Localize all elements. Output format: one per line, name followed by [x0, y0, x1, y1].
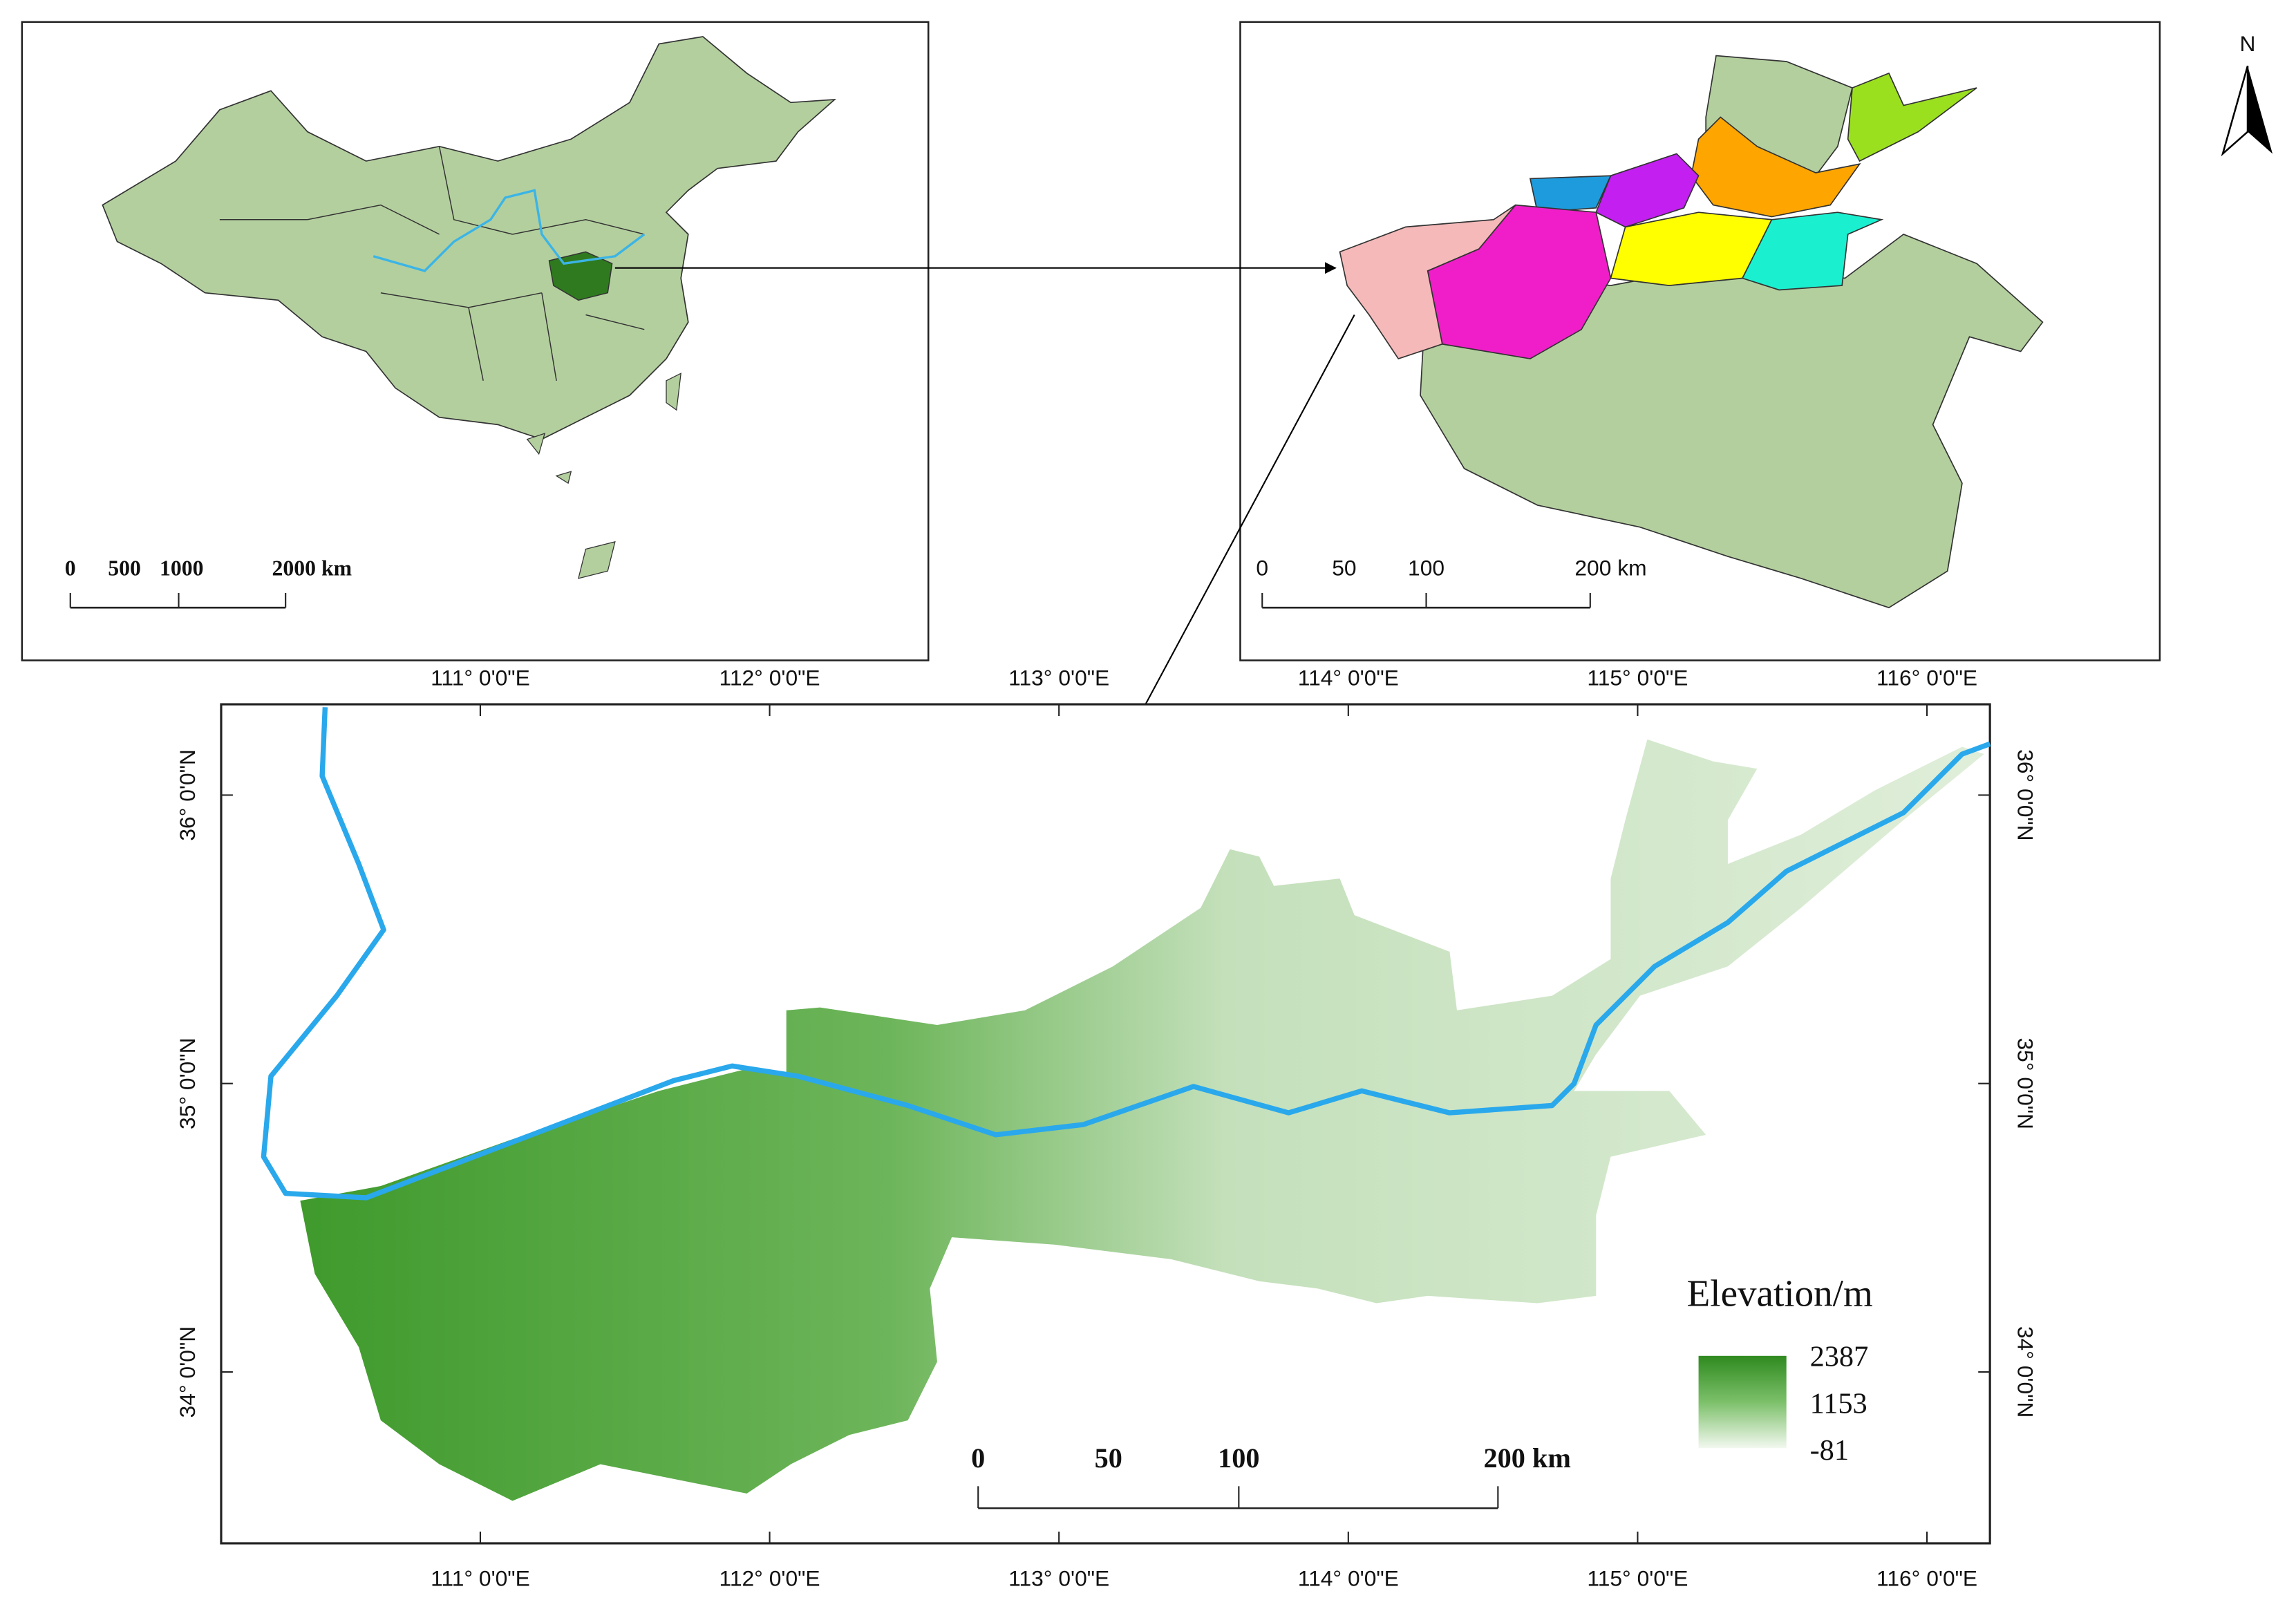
region-lime — [1847, 72, 1977, 162]
lat-label-right: 36° 0'0"N — [2013, 749, 2038, 840]
north-arrow-right — [2248, 66, 2273, 154]
lat-label-right: 34° 0'0"N — [2013, 1326, 2038, 1418]
scale-label: 0 — [65, 556, 76, 581]
lon-label-top: 113° 0'0"E — [1008, 665, 1109, 690]
lon-label-bottom: 114° 0'0"E — [1298, 1565, 1399, 1590]
lon-label-bottom: 113° 0'0"E — [1008, 1565, 1109, 1590]
lon-label-bottom: 116° 0'0"E — [1876, 1565, 1977, 1590]
scale-label: 500 — [108, 556, 141, 581]
scale-label: 2000 km — [272, 556, 352, 581]
region-pink — [1339, 204, 1516, 360]
legend-min: -81 — [1810, 1434, 1849, 1467]
lon-label-top: 112° 0'0"E — [719, 665, 820, 690]
scale-label: 50 — [1332, 556, 1356, 581]
scale-label: 1000 — [160, 556, 204, 581]
province-borders — [219, 146, 645, 381]
scale-label: 0 — [971, 1442, 985, 1474]
lon-label-bottom: 115° 0'0"E — [1587, 1565, 1688, 1590]
lon-label-top: 116° 0'0"E — [1876, 665, 1977, 690]
yellow-river — [261, 707, 1991, 1201]
yellow-river-small — [373, 189, 646, 272]
lat-label-left: 35° 0'0"N — [175, 1037, 200, 1129]
legend-title: Elevation/m — [1687, 1272, 1873, 1315]
north-label: N — [2240, 31, 2256, 56]
islands — [526, 373, 681, 579]
scale-label: 100 — [1218, 1442, 1259, 1474]
region-blue — [1529, 175, 1612, 214]
scale-label: 100 — [1408, 556, 1445, 581]
legend-max: 2387 — [1810, 1341, 1869, 1373]
scale-label: 200 km — [1574, 556, 1646, 581]
lat-label-left: 36° 0'0"N — [175, 749, 200, 840]
north-arrow-left — [2221, 65, 2249, 157]
elevation-surface — [300, 739, 1984, 1501]
lat-label-right: 35° 0'0"N — [2013, 1037, 2038, 1129]
scale-label: 0 — [1256, 556, 1268, 581]
legend-ramp — [1698, 1355, 1787, 1449]
region-cyan — [1741, 211, 1884, 291]
lon-label-top: 114° 0'0"E — [1298, 665, 1399, 690]
legend-mid: 1153 — [1810, 1387, 1867, 1420]
lon-label-top: 111° 0'0"E — [431, 665, 530, 690]
lat-label-left: 34° 0'0"N — [175, 1326, 200, 1418]
lon-label-bottom: 112° 0'0"E — [719, 1565, 820, 1590]
scale-label: 50 — [1095, 1442, 1122, 1474]
lon-label-bottom: 111° 0'0"E — [431, 1565, 530, 1590]
lon-label-top: 115° 0'0"E — [1587, 665, 1688, 690]
scale-label: 200 km — [1484, 1442, 1571, 1474]
graticule-labels: 111° 0'0"E 111° 0'0"E 112° 0'0"E 112° 0'0"E… — [175, 665, 2038, 1590]
region-orange — [1691, 116, 1861, 218]
